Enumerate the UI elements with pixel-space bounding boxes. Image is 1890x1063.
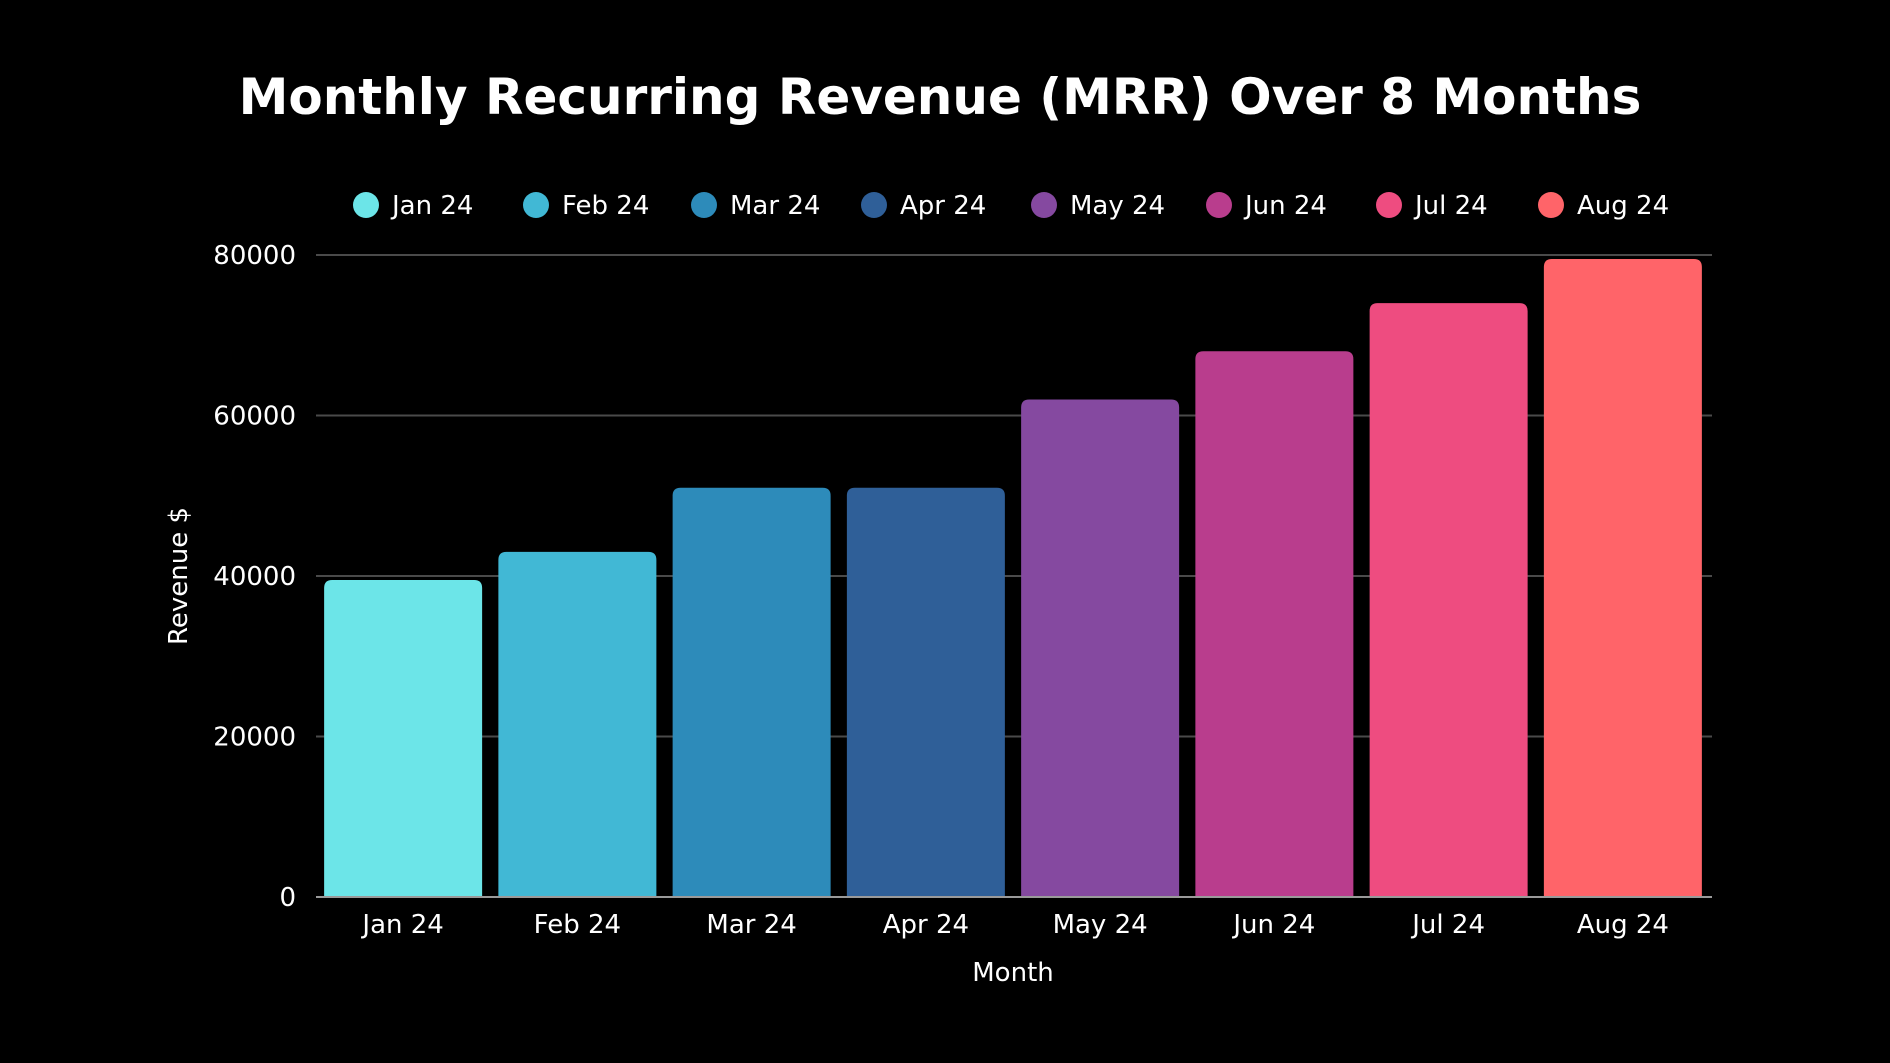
y-tick-label: 60000 [213,402,296,432]
legend-item: Mar 24 [691,191,820,221]
legend-label: Jun 24 [1243,191,1327,221]
legend-swatch [353,192,379,218]
bar-jan-24 [324,580,483,897]
legend-swatch [523,192,549,218]
x-tick-label: Mar 24 [706,910,796,940]
bar-mar-24 [672,487,831,897]
x-tick-label: Jul 24 [1410,910,1485,940]
bar-jun-24 [1195,351,1354,897]
legend-label: Feb 24 [562,191,649,221]
legend-label: Jul 24 [1413,191,1488,221]
x-axis-ticks: Jan 24 Feb 24 Mar 24 Apr 24 May 24 Jun 24 Jul … [360,910,1669,940]
legend-item: Apr 24 [861,191,986,221]
bar-feb-24 [498,551,657,897]
y-tick-label: 0 [279,883,296,913]
y-tick-label: 20000 [213,723,296,753]
legend: Jan 24 Feb 24 Mar 24 Apr 24 May 24 Jun 24 Jul … [353,191,1669,221]
y-tick-label: 80000 [213,241,296,271]
legend-swatch [861,192,887,218]
x-axis-title: Month [972,958,1054,988]
legend-swatch [691,192,717,218]
legend-label: May 24 [1070,191,1165,221]
legend-item: Jan 24 [353,191,473,221]
x-tick-label: Aug 24 [1577,910,1669,940]
y-axis-ticks: 0 20000 40000 60000 80000 [213,241,296,913]
bar-aug-24 [1543,259,1702,897]
chart-title: Monthly Recurring Revenue (MRR) Over 8 M… [238,68,1642,126]
legend-swatch [1376,192,1402,218]
legend-label: Jan 24 [390,191,473,221]
legend-item: Jul 24 [1376,191,1488,221]
y-tick-label: 40000 [213,562,296,592]
x-tick-label: Jan 24 [360,910,443,940]
legend-label: Apr 24 [900,191,986,221]
x-tick-label: Feb 24 [534,910,621,940]
legend-item: Feb 24 [523,191,649,221]
legend-label: Mar 24 [730,191,820,221]
legend-item: May 24 [1031,191,1165,221]
legend-swatch [1538,192,1564,218]
bar-may-24 [1021,399,1180,897]
legend-swatch [1031,192,1057,218]
bar-apr-24 [846,487,1005,897]
x-tick-label: Jun 24 [1231,910,1315,940]
legend-item: Jun 24 [1206,191,1327,221]
legend-swatch [1206,192,1232,218]
legend-label: Aug 24 [1577,191,1669,221]
legend-item: Aug 24 [1538,191,1669,221]
x-tick-label: May 24 [1053,910,1148,940]
x-tick-label: Apr 24 [883,910,969,940]
y-axis-title: Revenue $ [164,507,194,645]
bars [324,259,1702,897]
bar-jul-24 [1369,303,1528,897]
